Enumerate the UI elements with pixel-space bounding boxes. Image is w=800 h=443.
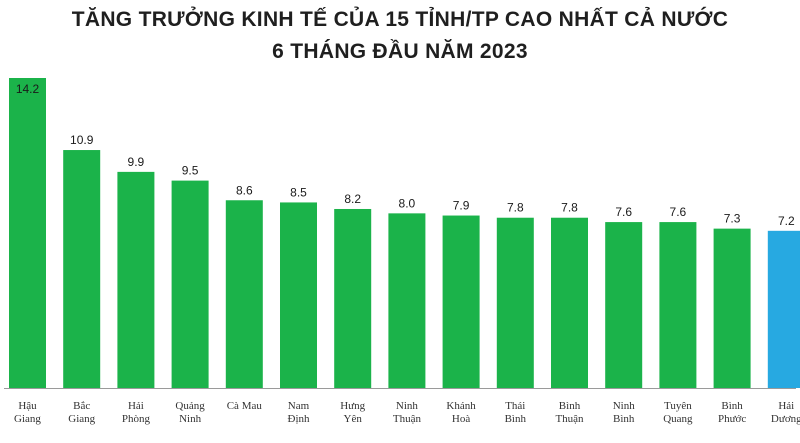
- bar-value-label-0: 14.2: [16, 82, 40, 96]
- category-label-12-1: Quang: [663, 413, 693, 425]
- category-label-13-1: Phước: [718, 413, 746, 425]
- bar-value-label-5: 8.5: [290, 185, 307, 199]
- category-label-4-0: Cà Mau: [227, 400, 263, 412]
- category-label-0-0: Hậu: [18, 400, 37, 412]
- category-label-14-1: Dương: [771, 413, 800, 425]
- category-label-10-0: Bình: [559, 400, 581, 412]
- category-label-12-0: Tuyên: [664, 400, 692, 412]
- bar-3: [171, 180, 209, 388]
- category-label-3-1: Ninh: [179, 413, 202, 425]
- category-label-9-1: Bình: [505, 413, 527, 425]
- bar-value-label-7: 8.0: [399, 196, 416, 210]
- bar-value-label-9: 7.8: [507, 201, 524, 215]
- bar-value-label-2: 9.9: [128, 155, 145, 169]
- bar-2: [117, 171, 155, 388]
- bar-value-label-10: 7.8: [561, 201, 578, 215]
- bar-value-label-4: 8.6: [236, 183, 253, 197]
- category-label-8-0: Khánh: [446, 400, 476, 412]
- bar-value-label-3: 9.5: [182, 164, 199, 178]
- category-label-13-0: Bình: [721, 400, 743, 412]
- bar-value-label-8: 7.9: [453, 199, 470, 213]
- bar-4: [225, 200, 263, 388]
- bar-7: [388, 213, 426, 388]
- category-label-9-0: Thái: [505, 400, 525, 412]
- bar-14: [767, 230, 800, 388]
- category-label-6-0: Hưng: [340, 400, 365, 412]
- category-label-10-1: Thuận: [555, 413, 584, 425]
- category-label-2-1: Phòng: [122, 413, 151, 425]
- chart-title-line-1: TĂNG TRƯỞNG KINH TẾ CỦA 15 TỈNH/TP CAO N…: [71, 8, 729, 31]
- bar-1: [63, 150, 101, 388]
- category-label-7-0: Ninh: [396, 400, 419, 412]
- bar-value-label-12: 7.6: [670, 205, 687, 219]
- category-label-8-1: Hoà: [452, 413, 470, 425]
- bar-8: [442, 215, 480, 388]
- category-label-2-0: Hải: [128, 400, 144, 412]
- bar-12: [659, 222, 697, 388]
- category-label-1-1: Giang: [68, 413, 95, 425]
- bar-9: [496, 217, 534, 388]
- category-label-11-0: Ninh: [613, 400, 636, 412]
- category-label-14-0: Hải: [778, 400, 794, 412]
- category-label-6-1: Yên: [344, 413, 363, 425]
- category-label-0-1: Giang: [14, 413, 41, 425]
- category-label-5-1: Định: [288, 413, 311, 425]
- bar-11: [605, 222, 643, 388]
- category-label-7-1: Thuận: [393, 413, 422, 425]
- category-label-1-0: Bắc: [73, 400, 90, 412]
- bar-value-label-6: 8.2: [344, 192, 361, 206]
- bar-value-label-11: 7.6: [615, 205, 632, 219]
- category-label-5-0: Nam: [288, 400, 310, 412]
- category-label-3-0: Quảng: [175, 400, 205, 412]
- category-label-11-1: Bình: [613, 413, 635, 425]
- bar-13: [713, 228, 751, 388]
- bar-value-label-1: 10.9: [70, 133, 94, 147]
- bar-5: [280, 202, 317, 388]
- bar-10: [551, 217, 588, 388]
- bar-6: [334, 208, 372, 388]
- bar-value-label-13: 7.3: [724, 212, 741, 226]
- bar-value-label-14: 7.2: [778, 214, 795, 228]
- chart-title-line-2: 6 THÁNG ĐẦU NĂM 2023: [272, 40, 528, 63]
- bar-0: [9, 78, 46, 388]
